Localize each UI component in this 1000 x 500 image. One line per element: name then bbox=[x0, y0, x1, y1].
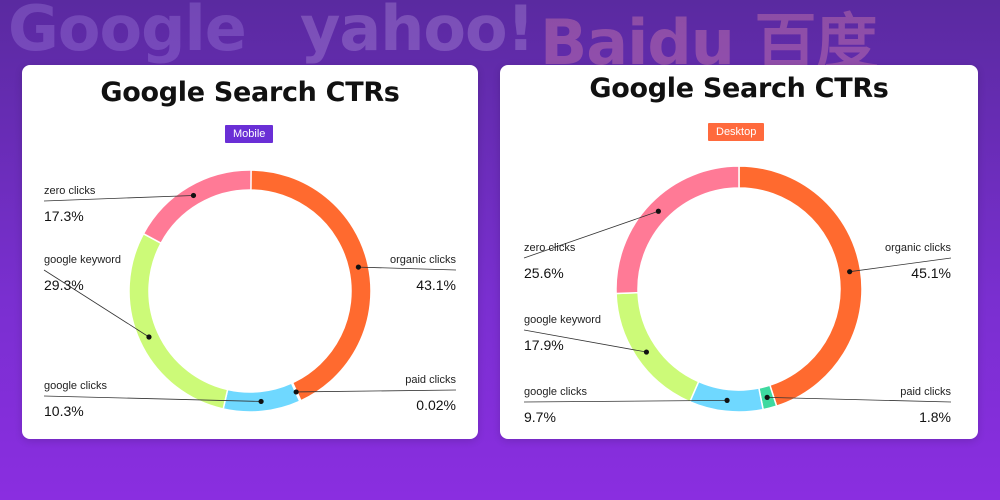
desktop-marker-zero-clicks bbox=[655, 208, 661, 214]
desktop-marker-paid-clicks bbox=[764, 394, 770, 401]
mobile-label-zero-clicks: zero clicks bbox=[44, 185, 96, 197]
mobile-value-google-clicks: 10.3% bbox=[44, 403, 84, 419]
mobile-marker-google-clicks bbox=[258, 398, 264, 405]
mobile-marker-paid-clicks bbox=[293, 389, 299, 395]
desktop-label-google-keyword: google keyword bbox=[524, 314, 601, 326]
desktop-leader-google-clicks bbox=[523, 399, 728, 403]
mobile-value-google-keyword: 29.3% bbox=[44, 277, 84, 293]
desktop-badge: Desktop bbox=[708, 123, 765, 141]
desktop-marker-organic-clicks bbox=[847, 269, 853, 275]
mobile-leader-google-clicks bbox=[43, 395, 262, 402]
mobile-badge: Mobile bbox=[225, 125, 274, 143]
desktop-slice-zero-clicks bbox=[615, 165, 740, 295]
mobile-marker-organic-clicks bbox=[355, 264, 361, 270]
mobile-leader-organic-clicks bbox=[358, 266, 457, 271]
mobile-value-zero-clicks: 17.3% bbox=[44, 208, 84, 224]
mobile-value-paid-clicks: 0.02% bbox=[416, 397, 456, 413]
desktop-value-google-clicks: 9.7% bbox=[524, 409, 556, 425]
desktop-label-google-clicks: google clicks bbox=[524, 386, 587, 398]
desktop-leader-paid-clicks bbox=[767, 397, 952, 403]
desktop-leader-organic-clicks bbox=[849, 257, 952, 273]
desktop-marker-google-clicks bbox=[724, 397, 730, 403]
mobile-ctr-card: Google Search CTRs Mobile organic clicks… bbox=[22, 65, 478, 439]
mobile-label-google-keyword: google keyword bbox=[44, 254, 121, 266]
yahoo-logo-background: yahoo! bbox=[300, 0, 535, 65]
desktop-slice-organic-clicks bbox=[738, 165, 863, 408]
desktop-value-zero-clicks: 25.6% bbox=[524, 265, 564, 281]
desktop-value-organic-clicks: 45.1% bbox=[911, 265, 951, 281]
mobile-label-organic-clicks: organic clicks bbox=[390, 254, 457, 266]
mobile-slice-zero-clicks bbox=[142, 169, 252, 245]
desktop-slice-google-keyword bbox=[615, 291, 700, 403]
mobile-slice-organic-clicks bbox=[249, 169, 372, 402]
mobile-chart-title: Google Search CTRs bbox=[100, 77, 400, 108]
google-logo-background: Google bbox=[8, 0, 247, 65]
mobile-slice-google-keyword bbox=[128, 232, 229, 410]
mobile-slice-google-clicks bbox=[222, 382, 301, 413]
desktop-leader-zero-clicks bbox=[523, 210, 659, 259]
desktop-value-google-keyword: 17.9% bbox=[524, 337, 564, 353]
mobile-donut-chart: organic clicks 43.1% paid clicks 0.02% googl… bbox=[43, 169, 457, 419]
desktop-label-paid-clicks: paid clicks bbox=[900, 386, 951, 398]
mobile-marker-zero-clicks bbox=[190, 192, 197, 199]
desktop-label-zero-clicks: zero clicks bbox=[524, 242, 576, 254]
mobile-label-google-clicks: google clicks bbox=[44, 380, 107, 392]
mobile-label-paid-clicks: paid clicks bbox=[405, 374, 456, 386]
desktop-marker-google-keyword bbox=[643, 349, 650, 355]
desktop-leader-google-keyword bbox=[523, 329, 647, 353]
desktop-ctr-card: Google Search CTRs Desktop organic click… bbox=[500, 65, 978, 439]
mobile-leader-zero-clicks bbox=[43, 195, 194, 202]
desktop-chart-title: Google Search CTRs bbox=[589, 73, 889, 104]
desktop-slice-google-clicks bbox=[688, 380, 765, 413]
desktop-donut-chart: organic clicks 45.1% paid clicks 1.8% google… bbox=[523, 165, 952, 425]
mobile-marker-google-keyword bbox=[146, 334, 152, 340]
mobile-leader-google-keyword bbox=[43, 269, 150, 338]
mobile-leader-paid-clicks bbox=[296, 389, 457, 393]
desktop-value-paid-clicks: 1.8% bbox=[919, 409, 951, 425]
desktop-label-organic-clicks: organic clicks bbox=[885, 242, 952, 254]
mobile-value-organic-clicks: 43.1% bbox=[416, 277, 456, 293]
